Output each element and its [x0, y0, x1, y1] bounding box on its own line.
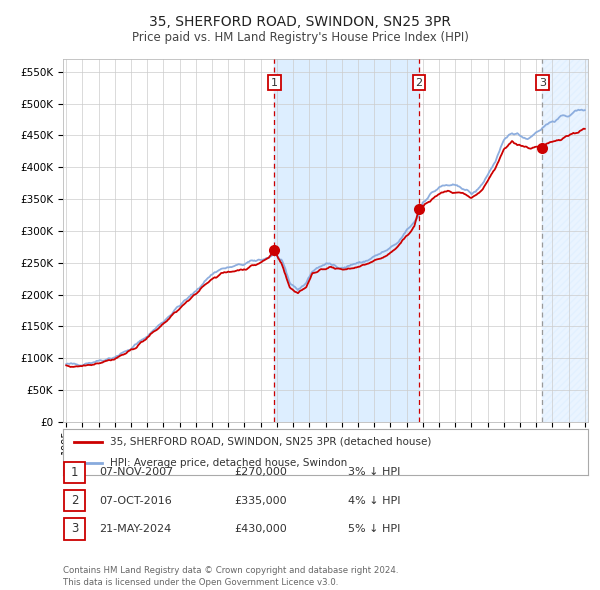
Text: HPI: Average price, detached house, Swindon: HPI: Average price, detached house, Swin…: [110, 458, 347, 468]
Text: 5% ↓ HPI: 5% ↓ HPI: [348, 524, 400, 534]
Text: 1: 1: [71, 466, 78, 479]
FancyBboxPatch shape: [64, 518, 85, 540]
Text: 2: 2: [415, 78, 422, 87]
Text: 07-OCT-2016: 07-OCT-2016: [99, 496, 172, 506]
Text: £430,000: £430,000: [234, 524, 287, 534]
Text: 4% ↓ HPI: 4% ↓ HPI: [348, 496, 401, 506]
Text: 2: 2: [71, 494, 78, 507]
Text: 35, SHERFORD ROAD, SWINDON, SN25 3PR: 35, SHERFORD ROAD, SWINDON, SN25 3PR: [149, 15, 451, 30]
Text: £270,000: £270,000: [234, 467, 287, 477]
Text: £335,000: £335,000: [234, 496, 287, 506]
Bar: [542, 59, 588, 422]
Text: Price paid vs. HM Land Registry's House Price Index (HPI): Price paid vs. HM Land Registry's House …: [131, 31, 469, 44]
Text: Contains HM Land Registry data © Crown copyright and database right 2024.
This d: Contains HM Land Registry data © Crown c…: [63, 566, 398, 587]
Text: 35, SHERFORD ROAD, SWINDON, SN25 3PR (detached house): 35, SHERFORD ROAD, SWINDON, SN25 3PR (de…: [110, 437, 431, 447]
Text: 3: 3: [71, 522, 78, 536]
Text: 07-NOV-2007: 07-NOV-2007: [99, 467, 173, 477]
Text: 1: 1: [271, 78, 278, 87]
FancyBboxPatch shape: [64, 490, 85, 512]
Text: 3% ↓ HPI: 3% ↓ HPI: [348, 467, 400, 477]
FancyBboxPatch shape: [64, 461, 85, 483]
Text: 21-MAY-2024: 21-MAY-2024: [99, 524, 171, 534]
Bar: [274, 59, 419, 422]
Text: 3: 3: [539, 78, 546, 87]
